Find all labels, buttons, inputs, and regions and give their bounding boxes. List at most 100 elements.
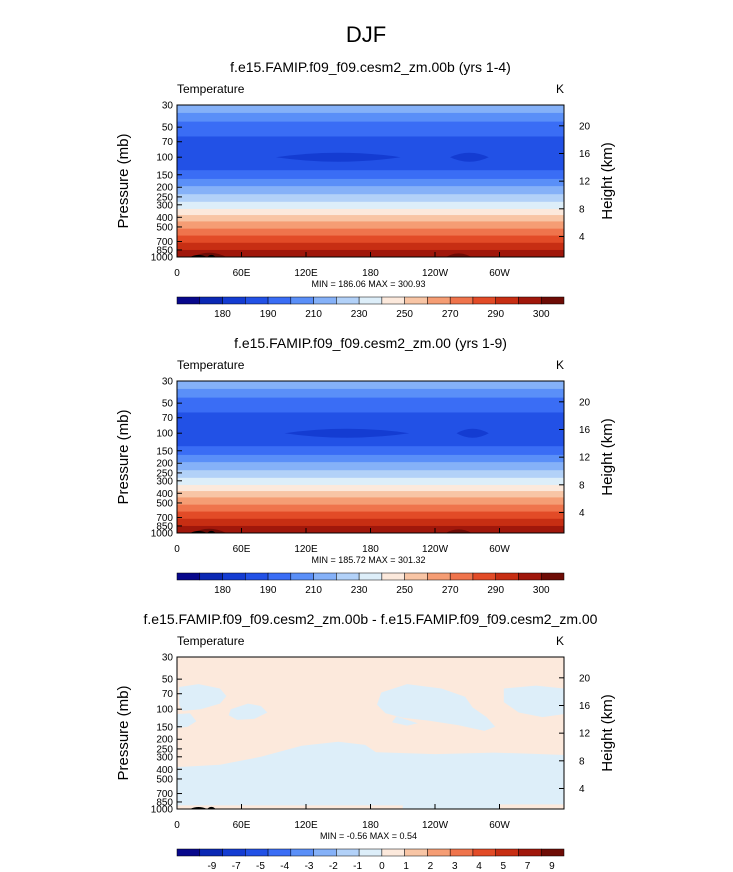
colorbar-label: 9 [549, 861, 555, 872]
pressure-band [177, 136, 564, 171]
x-tick-label: 180 [362, 544, 379, 555]
x-tick-label: 180 [362, 820, 379, 831]
colorbar-label: 5 [501, 861, 507, 872]
y-tick-label: 300 [156, 200, 173, 211]
colorbar-swatch [336, 572, 360, 581]
height-tick-label: 20 [579, 397, 591, 408]
y-axis-label: Pressure (mb) [115, 685, 132, 780]
y-tick-label: 250 [156, 468, 173, 479]
y-tick-label: 30 [162, 377, 174, 388]
pressure-band [177, 242, 564, 251]
terrain-mask [207, 806, 216, 809]
colorbar-label: 250 [396, 309, 413, 320]
colorbar-label: 230 [351, 585, 368, 596]
warm-spot [445, 253, 472, 257]
colorbar-label: 0 [379, 861, 385, 872]
colorbar-label: 190 [260, 585, 277, 596]
panel-title: f.e15.FAMIP.f09_f09.cesm2_zm.00 (yrs 1-9… [234, 335, 507, 351]
y-tick-label: 150 [156, 446, 173, 457]
panel-variable-label: Temperature [177, 82, 245, 96]
colorbar-swatch [472, 572, 496, 581]
colorbar-label: 3 [452, 861, 458, 872]
colorbar-label: -9 [207, 861, 216, 872]
y-tick-label: 100 [156, 153, 173, 164]
colorbar-swatch [176, 296, 201, 305]
pressure-band [177, 491, 564, 499]
pressure-band [177, 497, 564, 506]
colorbar-swatch [313, 296, 337, 305]
colorbar-swatch [518, 572, 542, 581]
colorbar-swatch [518, 296, 542, 305]
colorbar-label: -2 [329, 861, 338, 872]
height-tick-label: 20 [579, 673, 591, 684]
colorbar-swatch [358, 296, 383, 305]
height-tick-label: 16 [579, 149, 591, 160]
pressure-band [177, 446, 564, 456]
negative-region [177, 741, 564, 809]
x-tick-label: 60E [233, 544, 251, 555]
y-tick-label: 850 [156, 797, 173, 808]
colorbar-swatch [427, 296, 451, 305]
colorbar-label: -4 [280, 861, 289, 872]
colorbar-swatch [267, 572, 292, 581]
colorbar-swatch [290, 848, 314, 857]
height-tick-label: 8 [579, 204, 585, 215]
colorbar-label: 300 [533, 585, 550, 596]
height-tick-label: 16 [579, 701, 591, 712]
colorbar-swatch [404, 296, 428, 305]
panel-units-label: K [556, 634, 564, 648]
colorbar-swatch [222, 572, 246, 581]
pressure-band [177, 388, 564, 399]
terrain-mask [207, 254, 216, 257]
warm-spot [445, 529, 472, 533]
x-tick-label: 60W [489, 268, 510, 279]
x-tick-label: 120W [422, 544, 449, 555]
y-tick-label: 50 [162, 123, 174, 134]
colorbar-label: 270 [442, 309, 459, 320]
y-tick-label: 70 [162, 689, 174, 700]
x-tick-label: 60W [489, 544, 510, 555]
y-tick-label: 300 [156, 476, 173, 487]
panel-2: f.e15.FAMIP.f09_f09.cesm2_zm.00 (yrs 1-9… [115, 335, 616, 596]
y-tick-label: 100 [156, 429, 173, 440]
height-tick-label: 4 [579, 784, 585, 795]
height-tick-label: 20 [579, 121, 591, 132]
y-tick-label: 100 [156, 705, 173, 716]
y-tick-label: 250 [156, 744, 173, 755]
pressure-band [177, 235, 564, 244]
y-tick-label: 250 [156, 192, 173, 203]
pressure-band [177, 381, 564, 390]
colorbar-label: 300 [533, 309, 550, 320]
colorbar-swatch [381, 572, 405, 581]
pressure-band [177, 484, 564, 492]
colorbar-swatch [245, 296, 269, 305]
y-tick-label: 400 [156, 489, 173, 500]
y-tick-label: 300 [156, 752, 173, 763]
pressure-band [177, 454, 564, 463]
colorbar-label: 290 [487, 585, 504, 596]
height-tick-label: 12 [579, 177, 591, 188]
y-axis-label: Pressure (mb) [115, 409, 132, 504]
panel-title: f.e15.FAMIP.f09_f09.cesm2_zm.00b (yrs 1-… [230, 59, 511, 75]
x-tick-label: 0 [174, 544, 180, 555]
colorbar-swatch [176, 572, 201, 581]
y-tick-label: 70 [162, 137, 174, 148]
colorbar-swatch [381, 296, 405, 305]
colorbar-label: 7 [525, 861, 531, 872]
y-tick-label: 500 [156, 222, 173, 233]
y-tick-label: 1000 [151, 529, 174, 540]
panel-units-label: K [556, 82, 564, 96]
colorbar-label: -7 [232, 861, 241, 872]
colorbar-swatch [427, 572, 451, 581]
y-tick-label: 150 [156, 722, 173, 733]
colorbar-label: 4 [476, 861, 482, 872]
colorbar-swatch [358, 572, 383, 581]
height-tick-label: 4 [579, 508, 585, 519]
colorbar-swatch [290, 572, 314, 581]
x-tick-label: 120E [294, 544, 318, 555]
colorbar-swatch [199, 296, 223, 305]
y-tick-label: 150 [156, 170, 173, 181]
colorbar-swatch [222, 296, 246, 305]
colorbar-swatch [540, 296, 565, 305]
